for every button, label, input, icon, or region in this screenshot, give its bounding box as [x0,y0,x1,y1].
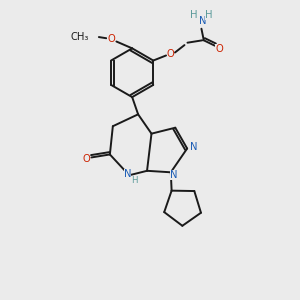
Text: CH₃: CH₃ [71,32,89,42]
Text: O: O [167,49,174,59]
Text: O: O [82,154,90,164]
Text: O: O [107,34,115,44]
Text: N: N [170,170,178,180]
Text: H: H [190,10,197,20]
Text: N: N [200,16,207,26]
Text: H: H [206,10,213,20]
Text: N: N [190,142,197,152]
Text: O: O [215,44,223,54]
Text: N: N [124,169,131,179]
Text: H: H [131,176,138,185]
